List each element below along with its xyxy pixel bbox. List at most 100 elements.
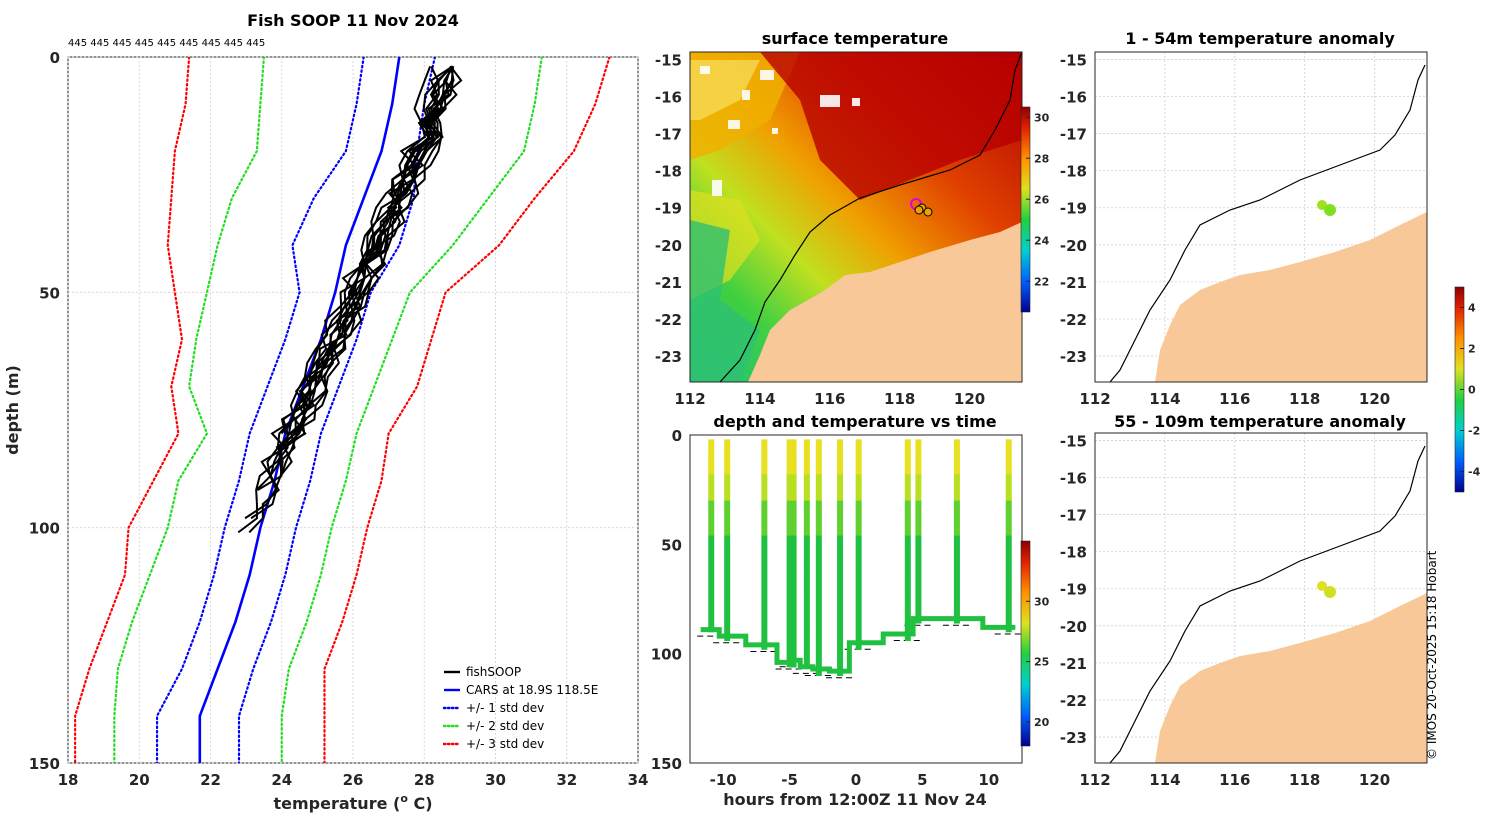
colorbar-label: 20 <box>1034 716 1050 729</box>
ts-x-tick-label: 0 <box>851 771 861 789</box>
ts-cast-segment <box>724 614 731 624</box>
ts-cast-segment <box>761 483 768 493</box>
ts-cast-segment <box>708 561 715 572</box>
ts-cast-segment <box>815 456 822 467</box>
ts-cast-segment <box>855 509 862 519</box>
ts-cast-segment <box>708 535 715 545</box>
ts-cast-segment <box>803 483 810 493</box>
series--2-std-dev <box>280 57 543 763</box>
ts-cast-segment <box>837 614 844 624</box>
ts-cast-segment <box>855 605 862 615</box>
ts-cast-segment <box>953 509 960 519</box>
series--3-std-dev <box>323 57 611 763</box>
ts-cast-segment <box>786 483 793 493</box>
ts-y-tick-label: 100 <box>651 646 682 664</box>
ts-cast-segment <box>724 535 731 545</box>
ts-cast-segment <box>761 561 768 572</box>
map-y-tick-label: -18 <box>655 163 682 181</box>
ts-cast-segment <box>1005 544 1012 554</box>
ts-cast-segment <box>708 614 715 624</box>
ts-cast-segment <box>904 553 911 563</box>
x-tick-label: 34 <box>628 771 649 789</box>
ts-cast-segment <box>837 666 844 677</box>
ts-cast-segment <box>815 588 822 598</box>
map-y-tick-label: -18 <box>1060 544 1087 562</box>
ts-cast-segment <box>904 439 911 449</box>
ts-cast-segment <box>790 649 797 659</box>
colorbar-label: -4 <box>1468 466 1481 479</box>
profile-title: Fish SOOP 11 Nov 2024 <box>247 11 459 30</box>
ts-cast-segment <box>786 561 793 572</box>
ts-cast-segment <box>855 570 862 580</box>
ts-cast-segment <box>815 439 822 449</box>
ts-cast-segment <box>953 500 960 510</box>
ts-cast-segment <box>724 623 731 633</box>
y-tick-label: 150 <box>29 755 60 773</box>
ts-y-tick-label: 150 <box>651 755 682 773</box>
ts-cast-segment <box>953 465 960 475</box>
ts-cast-segment <box>837 658 844 668</box>
ts-cast-segment <box>837 474 844 484</box>
profile-ylabel: depth (m) <box>3 365 22 455</box>
ts-cast-segment <box>761 614 768 624</box>
series--3-std-dev-low- <box>74 57 191 763</box>
map-x-tick-label: 116 <box>814 390 845 408</box>
ts-cast-segment <box>1005 439 1012 449</box>
map-y-tick-label: -15 <box>1060 51 1087 69</box>
ts-cast-segment <box>724 553 731 563</box>
ts-cast-segment <box>904 491 911 502</box>
ts-cast-segment <box>953 535 960 545</box>
map-y-tick-label: -20 <box>655 237 682 255</box>
ts-cast-segment <box>837 483 844 493</box>
ts-cast-segment <box>915 553 922 563</box>
ts-cast-segment <box>815 474 822 484</box>
map-y-tick-label: -16 <box>1060 469 1087 487</box>
ts-cast-segment <box>953 518 960 528</box>
ts-cast-segment <box>724 456 731 467</box>
ts-xlabel: hours from 12:00Z 11 Nov 24 <box>723 790 986 809</box>
ts-cast-segment <box>953 596 960 607</box>
ts-cast-segment <box>953 544 960 554</box>
ts-cast-segment <box>915 535 922 545</box>
ts-cast-segment <box>786 596 793 607</box>
ts-cast-segment <box>1005 448 1012 458</box>
ts-cast-segment <box>761 500 768 510</box>
map-y-tick-label: -16 <box>1060 88 1087 106</box>
anomaly-2-title: 55 - 109m temperature anomaly <box>1114 412 1406 431</box>
ts-cast-segment <box>855 474 862 484</box>
ts-cast-segment <box>1005 465 1012 475</box>
ts-cast-segment <box>803 500 810 510</box>
ts-cast-segment <box>1005 553 1012 563</box>
map-x-tick-label: 114 <box>744 390 775 408</box>
ts-cast-segment <box>786 605 793 615</box>
ts-cast-segment <box>855 439 862 449</box>
sst-field <box>690 52 1022 382</box>
ts-cast-segment <box>1005 491 1012 502</box>
ts-cast-segment <box>1005 605 1012 615</box>
ts-cast-segment <box>915 526 922 537</box>
ts-cast-segment <box>953 439 960 449</box>
ts-cast-segment <box>855 631 862 642</box>
ts-cast-segment <box>815 658 822 668</box>
ts-colorbar-labels: 30 25 20 <box>1026 595 1050 729</box>
map-x-tick-label: 112 <box>674 390 705 408</box>
ts-y-tick-label: 50 <box>661 536 682 554</box>
ts-cast-segment <box>803 448 810 458</box>
ts-cast-segment <box>855 640 862 650</box>
ts-cast-segment <box>786 518 793 528</box>
series--2-std-dev-low- <box>113 57 266 763</box>
ts-cast-segment <box>953 605 960 615</box>
ts-cast-segment <box>815 535 822 545</box>
time-series-panel: depth and temperature vs time -10 -5 0 5 100… <box>651 412 1050 809</box>
ts-x-tick-label: 10 <box>978 771 999 789</box>
ts-cast-segment <box>786 658 793 668</box>
ts-cast-segment <box>1005 561 1012 572</box>
ts-cast-segment <box>1005 570 1012 580</box>
colorbar-label: 24 <box>1034 234 1050 247</box>
ts-cast-segment <box>803 579 810 589</box>
ts-cast-segment <box>915 570 922 580</box>
ts-cast-segment <box>708 588 715 598</box>
ts-cast-segment <box>837 491 844 502</box>
ts-colorbar <box>1020 540 1031 747</box>
profile-tick-labels: 18 20 22 24 26 28 30 32 34 0 50 100 150 <box>29 49 649 789</box>
